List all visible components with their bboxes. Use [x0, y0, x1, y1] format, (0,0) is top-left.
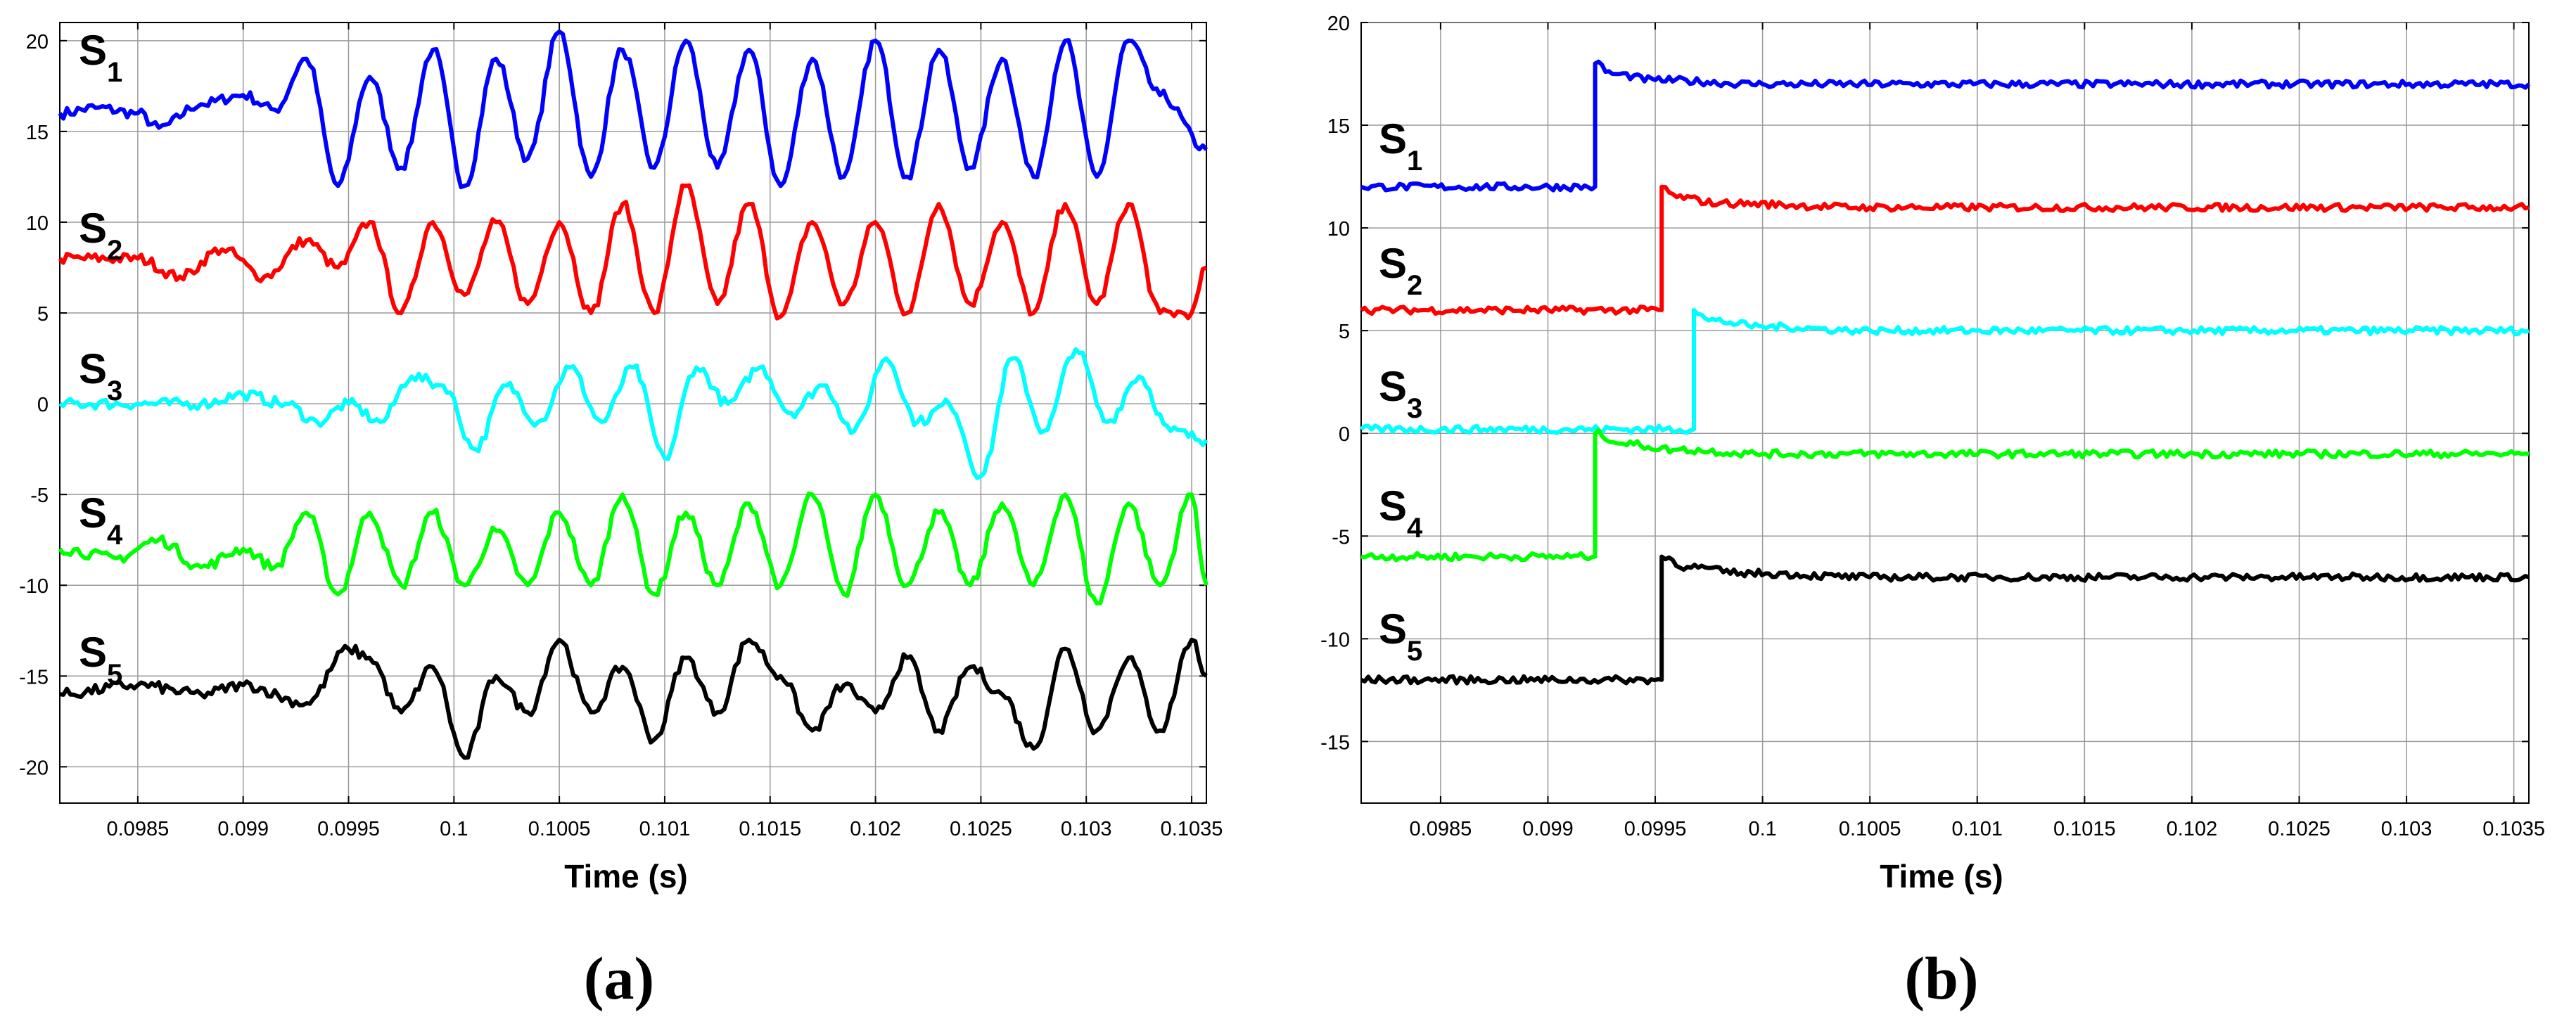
- label-s1-b: S1: [1379, 115, 1422, 177]
- label-s1-a: S1: [79, 27, 122, 88]
- series-line-s4: [58, 492, 1209, 605]
- x-tick-label: 0.1035: [2482, 818, 2545, 840]
- y-tick-label: 5: [1339, 321, 1350, 343]
- x-tick-label: 0.1015: [2053, 818, 2116, 840]
- x-tick-label: 0.1015: [739, 818, 801, 840]
- y-tick-label: 10: [1327, 218, 1350, 241]
- x-axis-label-b: Time (s): [1880, 858, 2003, 895]
- ticks-b: 0.0985 0.099 0.0995 0.1 0.1005 0.101 0.1015 0.1…: [1320, 13, 2545, 840]
- y-tick-label: -5: [30, 485, 49, 507]
- grid-b: [1361, 22, 2529, 803]
- y-tick-label: -5: [1332, 526, 1350, 549]
- label-s5-a: S5: [79, 629, 122, 690]
- chart-a: 0.0985 0.099 0.0995 0.1 0.1005 0.101 0.1015 0.1…: [19, 22, 1223, 1012]
- chart-b: 0.0985 0.099 0.0995 0.1 0.1005 0.101 0.1015 0.1…: [1320, 13, 2545, 1012]
- label-s3-b: S3: [1379, 363, 1422, 424]
- series-line-s3: [1360, 307, 2530, 435]
- label-s5-b: S5: [1379, 605, 1422, 667]
- plot-area-a: [59, 22, 1207, 804]
- y-tick-label: 5: [37, 303, 49, 326]
- x-tick-label: 0.099: [1522, 818, 1574, 840]
- x-tick-label: 0.0995: [1624, 818, 1687, 840]
- y-tick-label: 15: [26, 122, 49, 144]
- x-tick-label: 0.103: [2381, 818, 2432, 840]
- x-tick-label: 0.0985: [107, 818, 170, 840]
- y-tick-label: 20: [1327, 13, 1350, 35]
- label-s4-a: S4: [79, 489, 123, 551]
- series-line-s1: [58, 29, 1209, 190]
- label-s4-b: S4: [1379, 482, 1423, 544]
- panel-label-a: (a): [584, 944, 654, 1012]
- x-tick-label: 0.102: [2167, 818, 2218, 840]
- series-b: [1360, 59, 2531, 686]
- y-tick-label: 0: [37, 394, 49, 416]
- x-tick-label: 0.1: [1748, 818, 1776, 840]
- x-tick-label: 0.1: [440, 818, 468, 840]
- y-tick-label: -20: [19, 757, 49, 779]
- x-tick-label: 0.101: [639, 818, 691, 840]
- y-tick-label: -10: [1320, 629, 1350, 651]
- x-tick-label: 0.099: [217, 818, 269, 840]
- y-tick-label: -15: [1320, 731, 1350, 754]
- plot-area-b: [1360, 22, 2530, 804]
- x-tick-label: 0.103: [1061, 818, 1112, 840]
- label-s3-a: S3: [79, 345, 122, 406]
- x-tick-label: 0.1025: [2268, 818, 2330, 840]
- x-tick-label: 0.0995: [317, 818, 380, 840]
- x-tick-label: 0.101: [1951, 818, 2003, 840]
- ticks-a: 0.0985 0.099 0.0995 0.1 0.1005 0.101 0.1015 0.1…: [19, 23, 1223, 840]
- x-tick-label: 0.0985: [1410, 818, 1472, 840]
- y-tick-label: -10: [19, 575, 49, 598]
- x-tick-label: 0.1005: [1839, 818, 1901, 840]
- y-tick-label: 20: [26, 31, 49, 53]
- y-tick-label: 10: [26, 212, 49, 235]
- label-s2-b: S2: [1379, 240, 1422, 301]
- x-tick-label: 0.102: [850, 818, 901, 840]
- y-tick-label: -15: [19, 666, 49, 688]
- series-line-s4: [1360, 428, 2530, 563]
- series-line-s3: [58, 347, 1209, 480]
- x-tick-label: 0.1035: [1161, 818, 1223, 840]
- label-s2-a: S2: [79, 205, 122, 266]
- x-tick-label: 0.1005: [528, 818, 591, 840]
- series-line-s2: [1360, 184, 2530, 316]
- series-a: [58, 29, 1209, 760]
- series-line-s1: [1360, 59, 2531, 193]
- series-line-s2: [58, 183, 1208, 321]
- y-tick-label: 0: [1339, 423, 1350, 446]
- y-tick-label: 15: [1327, 115, 1350, 138]
- panel-label-b: (b): [1904, 944, 1978, 1012]
- x-tick-label: 0.1025: [950, 818, 1012, 840]
- series-line-s5: [59, 637, 1208, 760]
- series-line-s5: [1360, 554, 2530, 686]
- x-axis-label-a: Time (s): [564, 858, 688, 895]
